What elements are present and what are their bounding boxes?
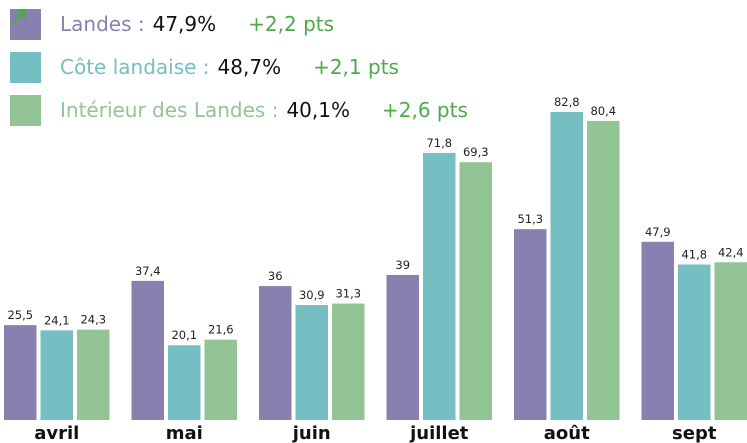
legend-value: 48,7%: [217, 55, 282, 79]
bar: [514, 229, 547, 420]
data-label: 69,3: [463, 145, 489, 159]
bar: [386, 274, 419, 420]
bar: [714, 262, 747, 420]
bar: [332, 303, 365, 420]
data-label: 25,5: [7, 308, 33, 322]
legend-change: +2,1 pts: [313, 55, 399, 79]
data-label: 20,1: [171, 328, 197, 342]
data-label: 21,6: [208, 323, 234, 337]
bar: [459, 162, 492, 421]
bar: [678, 264, 711, 420]
legend-value: 40,1%: [286, 98, 350, 122]
x-tick-label: juillet: [409, 423, 469, 443]
data-label: 31,3: [335, 287, 361, 301]
legend-change: +2,6 pts: [381, 98, 468, 122]
data-label: 51,3: [517, 212, 543, 226]
bar: [641, 241, 674, 420]
data-label: 82,8: [554, 95, 580, 109]
bar: [587, 120, 620, 421]
data-label: 80,4: [590, 104, 616, 118]
data-label: 36: [268, 269, 283, 283]
bar: [40, 330, 73, 420]
bar: [259, 286, 292, 420]
bar: [77, 329, 110, 420]
arrow-icon: [12, 9, 27, 24]
bar: [168, 345, 201, 420]
legend-label: Landes :: [60, 12, 145, 36]
legend-value: 47,9%: [152, 12, 217, 36]
x-tick-label: mai: [166, 423, 203, 443]
data-label: 42,4: [718, 245, 744, 259]
data-label: 30,9: [299, 288, 325, 302]
bar: [131, 280, 164, 420]
bar: [204, 339, 237, 420]
legend-label: Intérieur des Landes :: [60, 98, 279, 122]
data-label: 47,9: [645, 225, 671, 239]
data-label: 24,1: [44, 313, 70, 327]
legend: Landes : 47,9% +2,2 pts Côte landaise : 48,7…: [10, 8, 468, 137]
legend-swatch: [10, 51, 41, 83]
x-tick-label: avril: [34, 423, 79, 443]
legend-item: Intérieur des Landes : 40,1% +2,6 pts: [10, 9, 468, 126]
x-tick-label: sept: [672, 423, 717, 443]
x-tick-label: juin: [292, 423, 331, 443]
bar: [550, 111, 583, 420]
legend-label: Côte landaise :: [60, 55, 210, 79]
legend-item: Côte landaise : 48,7% +2,1 pts: [10, 9, 468, 83]
bar: [295, 305, 328, 420]
bar: [423, 152, 456, 421]
data-label: 41,8: [681, 248, 707, 262]
legend-swatch: [10, 94, 41, 126]
data-label: 37,4: [135, 264, 161, 278]
bar: [4, 325, 37, 420]
data-label: 24,3: [80, 313, 106, 327]
data-label: 71,8: [426, 136, 452, 150]
data-label: 39: [395, 258, 410, 272]
x-tick-label: août: [544, 423, 590, 443]
legend-item: Landes : 47,9% +2,2 pts: [10, 8, 468, 40]
legend-change: +2,2 pts: [248, 12, 335, 36]
